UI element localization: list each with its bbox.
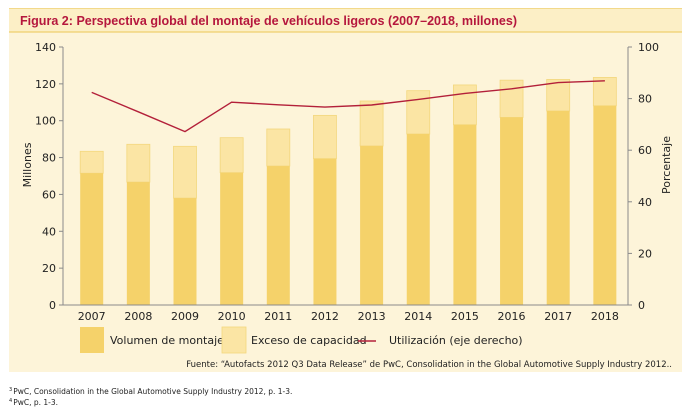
bar-volume-2011	[266, 166, 290, 305]
bar-excess-2012	[313, 114, 337, 160]
legend-label-volume: Volumen de montaje	[110, 334, 224, 347]
x-tick-label: 2013	[358, 310, 386, 323]
y-tick-label: 60	[42, 188, 56, 201]
bar-excess-2010	[219, 137, 244, 174]
x-tick-label: 2016	[498, 310, 526, 323]
y2-axis-label: Porcentaje	[660, 136, 673, 194]
footnote-4: 4PwC, p. 1-3.	[9, 398, 58, 407]
bar-volume-2012	[313, 158, 337, 305]
bar-volume-2015	[453, 124, 477, 305]
legend-label-utilization: Utilización (eje derecho)	[389, 334, 523, 347]
bar-volume-2008	[126, 182, 150, 305]
footnote-mark: 3	[9, 387, 12, 393]
y2-tick-label: 20	[638, 247, 652, 260]
bar-excess-2016	[499, 79, 524, 118]
bar-volume-2016	[500, 117, 524, 305]
x-tick-label: 2008	[124, 310, 152, 323]
bar-excess-2013	[359, 100, 384, 147]
x-tick-label: 2007	[78, 310, 106, 323]
bar-excess-2007	[79, 150, 104, 174]
legend-label-excess: Exceso de capacidad	[251, 334, 367, 347]
y-tick-label: 80	[42, 152, 56, 165]
y2-tick-label: 40	[638, 196, 652, 209]
bar-excess-2015	[452, 84, 477, 126]
footnote-3: 3PwC, Consolidation in the Global Automo…	[9, 387, 292, 396]
footnotes: 3PwC, Consolidation in the Global Automo…	[9, 387, 292, 407]
footnote-text: PwC, Consolidation in the Global Automot…	[13, 387, 292, 396]
x-tick-label: 2011	[264, 310, 292, 323]
bar-excess-2009	[173, 145, 197, 199]
y2-tick-label: 0	[638, 299, 645, 312]
title-band	[9, 8, 682, 32]
y-tick-label: 100	[35, 115, 56, 128]
bar-excess-2008	[126, 143, 151, 183]
y-axis-label: Millones	[21, 142, 34, 187]
y-tick-label: 140	[35, 41, 56, 54]
bar-volume-2018	[593, 105, 617, 305]
legend-swatch-excess	[221, 326, 247, 354]
x-tick-label: 2015	[451, 310, 479, 323]
x-tick-label: 2010	[218, 310, 246, 323]
bar-volume-2010	[220, 172, 244, 305]
x-tick-label: 2009	[171, 310, 199, 323]
y-tick-label: 20	[42, 262, 56, 275]
bar-volume-2017	[546, 110, 570, 305]
y-tick-label: 120	[35, 78, 56, 91]
y2-tick-label: 100	[638, 41, 659, 54]
y2-tick-label: 60	[638, 144, 652, 157]
bar-volume-2007	[80, 173, 104, 305]
x-tick-label: 2018	[591, 310, 619, 323]
y-tick-label: 40	[42, 225, 56, 238]
legend: Volumen de montaje Exceso de capacidad U…	[80, 326, 523, 354]
axes-group: 2007 2008 2009 2010 2011 2012 2013 2014 2015 2016…	[35, 41, 659, 323]
bar-excess-2014	[406, 90, 431, 135]
legend-swatch-volume	[80, 327, 104, 353]
x-tick-label: 2017	[544, 310, 572, 323]
x-tick-label: 2012	[311, 310, 339, 323]
utilization-line	[91, 80, 605, 133]
chart-title: Figura 2: Perspectiva global del montaje…	[20, 13, 517, 28]
footnote-text: PwC, p. 1-3.	[13, 398, 58, 407]
bars-group	[79, 77, 617, 305]
bar-volume-2013	[360, 145, 384, 305]
chart-panel	[9, 8, 682, 372]
y-tick-label: 0	[49, 299, 56, 312]
x-tick-label: 2014	[404, 310, 432, 323]
source-note: Fuente: “Autofacts 2012 Q3 Data Release”…	[186, 360, 672, 370]
bar-volume-2009	[173, 198, 197, 305]
y2-tick-label: 80	[638, 93, 652, 106]
footnote-mark: 4	[9, 398, 12, 404]
bar-excess-2011	[266, 128, 291, 167]
bar-volume-2014	[406, 133, 430, 305]
